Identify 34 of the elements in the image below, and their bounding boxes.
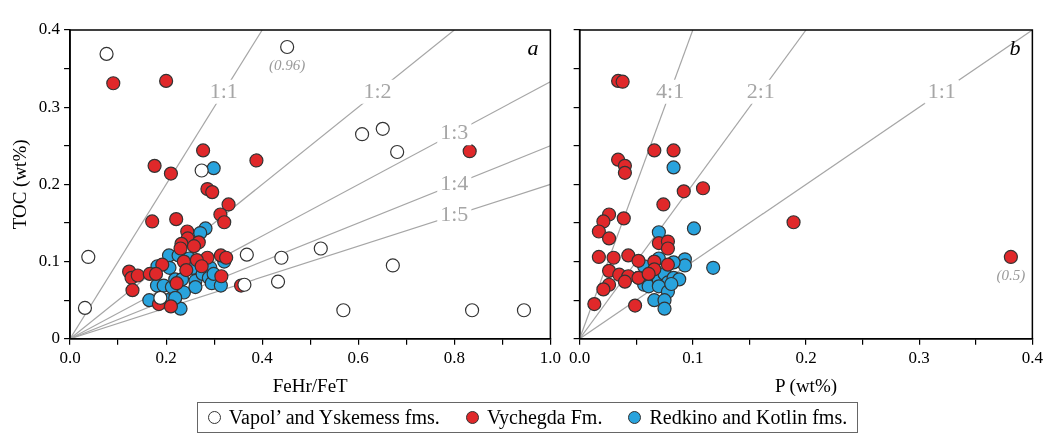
y-tick-label: 0 — [51, 328, 61, 348]
y-tick-label: 0.3 — [38, 96, 61, 116]
series-label: 1:1 — [209, 77, 238, 103]
x-axis-title: FeHr/FeT — [272, 374, 349, 396]
y-axis-title: TOC (wt%) — [9, 139, 32, 230]
x-tick-label: 0.2 — [795, 348, 817, 368]
series-label: 2:1 — [746, 77, 775, 103]
x-tick-label: 0.4 — [1021, 348, 1044, 368]
x-tick-label: 1.0 — [539, 348, 561, 368]
x-tick-label: 0.0 — [569, 348, 591, 368]
series-label: 1:2 — [363, 77, 392, 103]
legend-label: Redkino and Kotlin fms. — [649, 406, 848, 429]
legend-label: Vychegda Fm. — [486, 406, 603, 429]
y-tick-label: 0.4 — [38, 19, 61, 39]
annotation: (0.5) — [996, 267, 1026, 285]
chart-title: a — [527, 34, 539, 60]
x-tick-label: 0.8 — [443, 348, 465, 368]
legend-label: Vapol’ and Yskemess fms. — [228, 406, 440, 429]
x-axis-title: P (wt%) — [774, 374, 838, 397]
x-tick-label: 0.0 — [59, 348, 81, 368]
x-tick-label: 0.4 — [251, 348, 274, 368]
annotation: (0.96) — [269, 57, 306, 75]
chart-title: b — [1009, 34, 1021, 60]
series-label: 1:1 — [927, 77, 956, 103]
series-label: 1:3 — [440, 118, 469, 144]
series-label: 1:4 — [440, 170, 469, 196]
series-label: 1:5 — [440, 201, 469, 227]
series-label: 4:1 — [656, 77, 685, 103]
x-tick-label: 0.1 — [682, 348, 704, 368]
y-tick-label: 0.2 — [38, 173, 61, 193]
x-tick-label: 0.3 — [908, 348, 930, 368]
x-tick-label: 0.2 — [155, 348, 177, 368]
x-tick-label: 0.6 — [347, 348, 369, 368]
y-tick-label: 0.1 — [38, 251, 61, 271]
